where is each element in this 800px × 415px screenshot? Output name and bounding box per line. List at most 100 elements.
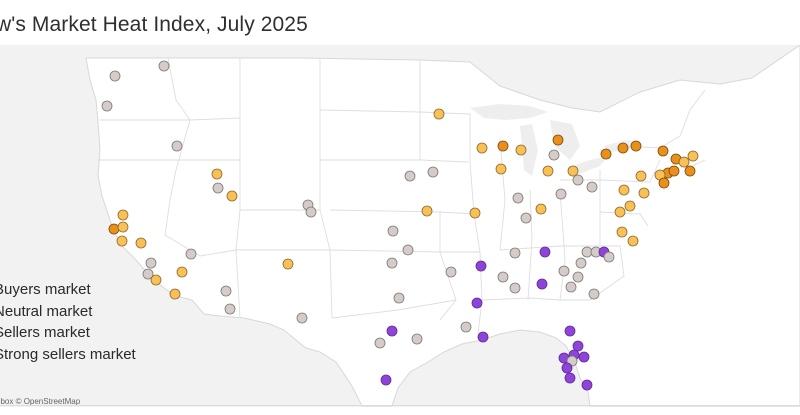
market-marker-buyers[interactable] bbox=[380, 374, 392, 386]
market-marker-buyers[interactable] bbox=[578, 351, 590, 363]
market-marker-sellers[interactable] bbox=[116, 235, 128, 247]
market-marker-neutral[interactable] bbox=[296, 312, 308, 324]
us-map[interactable] bbox=[0, 45, 800, 407]
market-marker-sellers[interactable] bbox=[495, 163, 507, 175]
market-marker-neutral[interactable] bbox=[445, 266, 457, 278]
market-marker-strong[interactable] bbox=[552, 134, 564, 146]
market-marker-sellers[interactable] bbox=[469, 207, 481, 219]
market-marker-sellers[interactable] bbox=[476, 142, 488, 154]
market-marker-sellers[interactable] bbox=[169, 288, 181, 300]
legend-item-sellers[interactable]: Sellers market bbox=[0, 324, 90, 341]
market-marker-sellers[interactable] bbox=[635, 170, 647, 182]
market-marker-buyers[interactable] bbox=[564, 372, 576, 384]
market-marker-strong[interactable] bbox=[684, 165, 696, 177]
legend: Buyers market Neutral market Sellers mar… bbox=[0, 279, 136, 365]
market-marker-neutral[interactable] bbox=[224, 303, 236, 315]
market-marker-buyers[interactable] bbox=[581, 379, 593, 391]
market-marker-buyers[interactable] bbox=[386, 325, 398, 337]
market-marker-buyers[interactable] bbox=[475, 260, 487, 272]
market-marker-sellers[interactable] bbox=[117, 209, 129, 221]
market-marker-strong[interactable] bbox=[617, 142, 629, 154]
market-marker-neutral[interactable] bbox=[520, 212, 532, 224]
market-marker-strong[interactable] bbox=[630, 140, 642, 152]
market-marker-sellers[interactable] bbox=[542, 165, 554, 177]
market-marker-neutral[interactable] bbox=[581, 246, 593, 258]
market-marker-neutral[interactable] bbox=[145, 257, 157, 269]
market-marker-neutral[interactable] bbox=[509, 282, 521, 294]
market-marker-buyers[interactable] bbox=[536, 278, 548, 290]
legend-item-strong-sellers[interactable]: Strong sellers market bbox=[0, 345, 136, 363]
market-marker-neutral[interactable] bbox=[212, 182, 224, 194]
market-marker-neutral[interactable] bbox=[548, 149, 560, 161]
market-marker-sellers[interactable] bbox=[614, 206, 626, 218]
market-marker-neutral[interactable] bbox=[460, 321, 472, 333]
market-marker-sellers[interactable] bbox=[135, 237, 147, 249]
market-marker-sellers[interactable] bbox=[282, 258, 294, 270]
market-marker-strong[interactable] bbox=[600, 148, 612, 160]
market-marker-neutral[interactable] bbox=[509, 247, 521, 259]
market-marker-strong[interactable] bbox=[497, 140, 509, 152]
market-marker-neutral[interactable] bbox=[512, 192, 524, 204]
market-marker-buyers[interactable] bbox=[572, 340, 584, 352]
market-marker-neutral[interactable] bbox=[603, 251, 615, 263]
market-marker-neutral[interactable] bbox=[387, 225, 399, 237]
market-marker-neutral[interactable] bbox=[185, 248, 197, 260]
market-marker-buyers[interactable] bbox=[564, 325, 576, 337]
market-marker-sellers[interactable] bbox=[117, 221, 129, 233]
lake-huron bbox=[550, 120, 580, 160]
market-marker-buyers[interactable] bbox=[539, 246, 551, 258]
market-marker-neutral[interactable] bbox=[402, 244, 414, 256]
market-marker-neutral[interactable] bbox=[374, 337, 386, 349]
market-marker-neutral[interactable] bbox=[305, 206, 317, 218]
market-marker-buyers[interactable] bbox=[561, 362, 573, 374]
market-marker-sellers[interactable] bbox=[678, 156, 690, 168]
market-marker-neutral[interactable] bbox=[404, 170, 416, 182]
lake-michigan bbox=[520, 124, 538, 176]
market-marker-neutral[interactable] bbox=[101, 100, 113, 112]
market-marker-neutral[interactable] bbox=[588, 288, 600, 300]
market-marker-buyers[interactable] bbox=[471, 297, 483, 309]
market-marker-sellers[interactable] bbox=[567, 165, 579, 177]
market-marker-strong[interactable] bbox=[658, 177, 670, 189]
market-marker-neutral[interactable] bbox=[497, 271, 509, 283]
market-marker-neutral[interactable] bbox=[575, 257, 587, 269]
map-attribution[interactable]: pbox © OpenStreetMap bbox=[0, 397, 81, 406]
market-marker-buyers[interactable] bbox=[477, 331, 489, 343]
market-marker-neutral[interactable] bbox=[565, 281, 577, 293]
map-canvas[interactable] bbox=[0, 45, 800, 407]
market-marker-neutral[interactable] bbox=[171, 140, 183, 152]
market-marker-sellers[interactable] bbox=[421, 205, 433, 217]
market-marker-neutral[interactable] bbox=[572, 271, 584, 283]
market-marker-neutral[interactable] bbox=[427, 166, 439, 178]
market-marker-sellers[interactable] bbox=[515, 144, 527, 156]
market-marker-neutral[interactable] bbox=[555, 188, 567, 200]
market-marker-sellers[interactable] bbox=[211, 168, 223, 180]
market-marker-strong[interactable] bbox=[668, 165, 680, 177]
market-marker-sellers[interactable] bbox=[687, 150, 699, 162]
market-marker-neutral[interactable] bbox=[142, 268, 154, 280]
market-marker-neutral[interactable] bbox=[411, 333, 423, 345]
market-marker-sellers[interactable] bbox=[176, 266, 188, 278]
market-marker-sellers[interactable] bbox=[535, 203, 547, 215]
market-marker-sellers[interactable] bbox=[638, 187, 650, 199]
market-marker-sellers[interactable] bbox=[150, 274, 162, 286]
legend-item-buyers[interactable]: Buyers market bbox=[0, 281, 91, 298]
market-marker-neutral[interactable] bbox=[586, 181, 598, 193]
market-marker-neutral[interactable] bbox=[158, 60, 170, 72]
market-marker-sellers[interactable] bbox=[433, 108, 445, 120]
market-marker-strong[interactable] bbox=[657, 145, 669, 157]
market-marker-neutral[interactable] bbox=[386, 257, 398, 269]
market-marker-neutral[interactable] bbox=[572, 174, 584, 186]
legend-item-neutral[interactable]: Neutral market bbox=[0, 302, 93, 320]
market-marker-strong[interactable] bbox=[108, 223, 120, 235]
market-marker-sellers[interactable] bbox=[616, 226, 628, 238]
market-marker-neutral[interactable] bbox=[558, 265, 570, 277]
market-marker-neutral[interactable] bbox=[393, 292, 405, 304]
market-marker-neutral[interactable] bbox=[220, 285, 232, 297]
market-marker-sellers[interactable] bbox=[226, 190, 238, 202]
market-marker-neutral[interactable] bbox=[109, 70, 121, 82]
land-us bbox=[85, 45, 800, 407]
market-marker-sellers[interactable] bbox=[627, 235, 639, 247]
market-marker-sellers[interactable] bbox=[618, 184, 630, 196]
market-marker-sellers[interactable] bbox=[624, 200, 636, 212]
